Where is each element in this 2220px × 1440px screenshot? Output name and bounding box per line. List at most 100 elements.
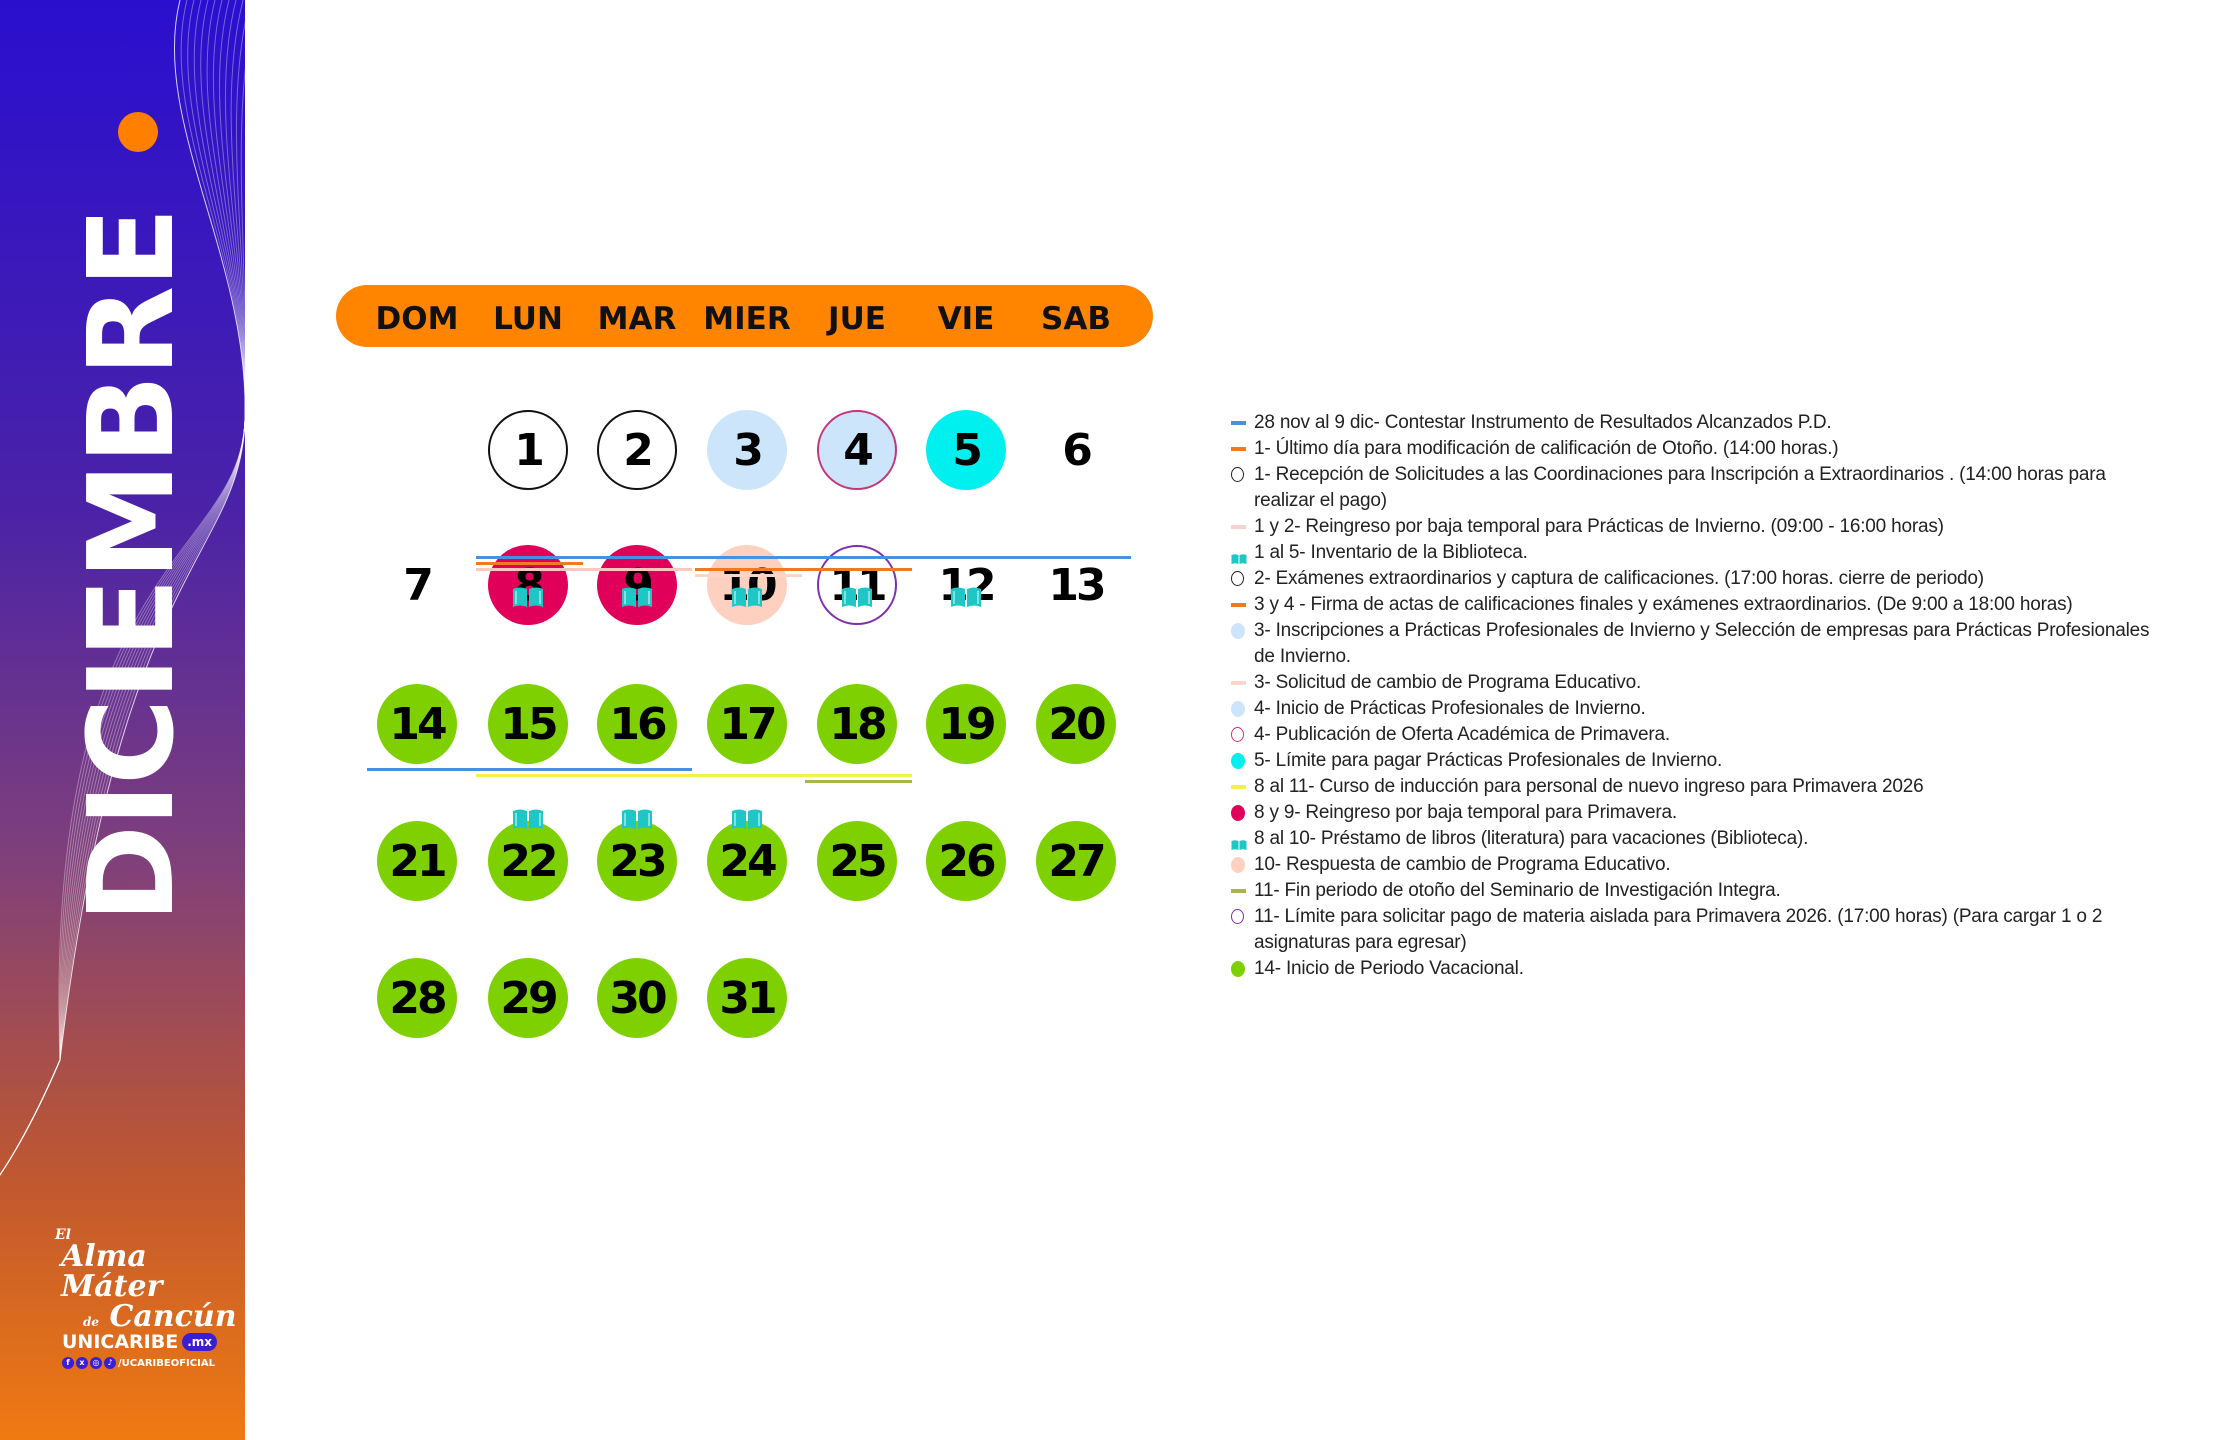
line-marker-icon bbox=[1231, 681, 1246, 685]
legend-item: 14- Inicio de Periodo Vacacional. bbox=[1229, 956, 2159, 982]
day-5: 5 bbox=[926, 410, 1006, 490]
unicaribe-logo: UNICARIBE .mx bbox=[62, 1331, 218, 1353]
legend-item: 8 al 10- Préstamo de libros (literatura)… bbox=[1229, 826, 2159, 852]
date-range-bar bbox=[476, 568, 692, 571]
facebook-icon: f bbox=[62, 1357, 74, 1369]
date-range-bar bbox=[476, 774, 912, 777]
day-17: 17 bbox=[707, 684, 787, 764]
day-13: 13 bbox=[1048, 559, 1106, 611]
book-icon bbox=[841, 586, 873, 608]
wave-lines-decoration bbox=[0, 0, 245, 1176]
orange-dot-decoration bbox=[118, 112, 158, 152]
book-icon bbox=[621, 586, 653, 608]
line-marker-icon bbox=[1231, 785, 1246, 789]
day-27: 27 bbox=[1036, 821, 1116, 901]
instagram-icon: ◎ bbox=[90, 1357, 102, 1369]
day-14: 14 bbox=[377, 684, 457, 764]
legend-item: 1 al 5- Inventario de la Biblioteca. bbox=[1229, 540, 2159, 566]
legend-item: 3- Solicitud de cambio de Programa Educa… bbox=[1229, 670, 2159, 696]
weekday-dom: DOM bbox=[375, 301, 459, 337]
legend: 28 nov al 9 dic- Contestar Instrumento d… bbox=[1229, 410, 2159, 982]
day-19: 19 bbox=[926, 684, 1006, 764]
line-marker-icon bbox=[1231, 447, 1246, 451]
dot-marker-icon bbox=[1231, 701, 1245, 717]
book-icon bbox=[731, 586, 763, 608]
book-icon bbox=[1231, 547, 1247, 573]
day-22: 22 bbox=[488, 821, 568, 901]
legend-item: 3 y 4 - Firma de actas de calificaciones… bbox=[1229, 592, 2159, 618]
social-handle: /UCARIBEOFICIAL bbox=[118, 1357, 215, 1369]
book-icon bbox=[1231, 833, 1247, 859]
day-31: 31 bbox=[707, 958, 787, 1038]
day-18: 18 bbox=[817, 684, 897, 764]
ring-marker-icon bbox=[1231, 571, 1244, 586]
day-25: 25 bbox=[817, 821, 897, 901]
day-24: 24 bbox=[707, 821, 787, 901]
book-icon bbox=[512, 586, 544, 608]
day-6: 6 bbox=[1062, 424, 1093, 476]
book-icon bbox=[621, 808, 653, 830]
day-4: 4 bbox=[817, 410, 897, 490]
legend-item: 11- Límite para solicitar pago de materi… bbox=[1229, 904, 2159, 956]
x-icon: x bbox=[76, 1357, 88, 1369]
motto-logo: El Alma Máter de Cancún bbox=[55, 1227, 237, 1334]
legend-item: 4- Inicio de Prácticas Profesionales de … bbox=[1229, 696, 2159, 722]
book-icon bbox=[512, 808, 544, 830]
day-2: 2 bbox=[597, 410, 677, 490]
line-marker-icon bbox=[1231, 603, 1246, 607]
dot-marker-icon bbox=[1231, 623, 1245, 639]
legend-item: 5- Límite para pagar Prácticas Profesion… bbox=[1229, 748, 2159, 774]
legend-item: 4- Publicación de Oferta Académica de Pr… bbox=[1229, 722, 2159, 748]
date-range-bar bbox=[805, 780, 912, 783]
line-marker-icon bbox=[1231, 525, 1246, 529]
social-links: f x ◎ ♪ /UCARIBEOFICIAL bbox=[62, 1357, 215, 1369]
day-26: 26 bbox=[926, 821, 1006, 901]
date-range-bar bbox=[695, 568, 912, 571]
weekday-lun: LUN bbox=[493, 301, 563, 337]
legend-item: 8 y 9- Reingreso por baja temporal para … bbox=[1229, 800, 2159, 826]
legend-item: 1- Recepción de Solicitudes a las Coordi… bbox=[1229, 462, 2159, 514]
sidebar-banner: DICIEMBRE El Alma Máter de Cancún UNICAR… bbox=[0, 0, 245, 1440]
date-range-bar bbox=[476, 562, 583, 565]
weekday-sab: SAB bbox=[1041, 301, 1111, 337]
day-20: 20 bbox=[1036, 684, 1116, 764]
ring-marker-icon bbox=[1231, 909, 1244, 924]
tiktok-icon: ♪ bbox=[104, 1357, 116, 1369]
dot-marker-icon bbox=[1231, 805, 1245, 821]
day-23: 23 bbox=[597, 821, 677, 901]
day-21: 21 bbox=[377, 821, 457, 901]
line-marker-icon bbox=[1231, 889, 1246, 893]
legend-item: 1- Último día para modificación de calif… bbox=[1229, 436, 2159, 462]
day-30: 30 bbox=[597, 958, 677, 1038]
legend-item: 3- Inscripciones a Prácticas Profesional… bbox=[1229, 618, 2159, 670]
weekday-mier: MIER bbox=[703, 301, 791, 337]
day-28: 28 bbox=[377, 958, 457, 1038]
day-1: 1 bbox=[488, 410, 568, 490]
day-3: 3 bbox=[707, 410, 787, 490]
weekday-jue: JUE bbox=[828, 301, 886, 337]
dot-marker-icon bbox=[1231, 961, 1245, 977]
legend-item: 8 al 11- Curso de inducción para persona… bbox=[1229, 774, 2159, 800]
line-marker-icon bbox=[1231, 421, 1246, 425]
date-range-bar bbox=[367, 768, 692, 771]
legend-item: 11- Fin periodo de otoño del Seminario d… bbox=[1229, 878, 2159, 904]
legend-item: 10- Respuesta de cambio de Programa Educ… bbox=[1229, 852, 2159, 878]
dot-marker-icon bbox=[1231, 753, 1245, 769]
weekday-header: DOM LUN MAR MIER JUE VIE SAB bbox=[336, 285, 1153, 347]
day-7: 7 bbox=[403, 559, 434, 611]
dot-marker-icon bbox=[1231, 857, 1245, 873]
day-29: 29 bbox=[488, 958, 568, 1038]
weekday-vie: VIE bbox=[937, 301, 995, 337]
book-icon bbox=[950, 586, 982, 608]
legend-item: 28 nov al 9 dic- Contestar Instrumento d… bbox=[1229, 410, 2159, 436]
ring-marker-icon bbox=[1231, 727, 1244, 742]
legend-item: 1 y 2- Reingreso por baja temporal para … bbox=[1229, 514, 2159, 540]
date-range-bar bbox=[476, 556, 1131, 559]
date-range-bar bbox=[695, 574, 802, 577]
legend-item: 2- Exámenes extraordinarios y captura de… bbox=[1229, 566, 2159, 592]
day-16: 16 bbox=[597, 684, 677, 764]
weekday-mar: MAR bbox=[597, 301, 677, 337]
month-title: DICIEMBRE bbox=[62, 209, 200, 923]
day-15: 15 bbox=[488, 684, 568, 764]
book-icon bbox=[731, 808, 763, 830]
